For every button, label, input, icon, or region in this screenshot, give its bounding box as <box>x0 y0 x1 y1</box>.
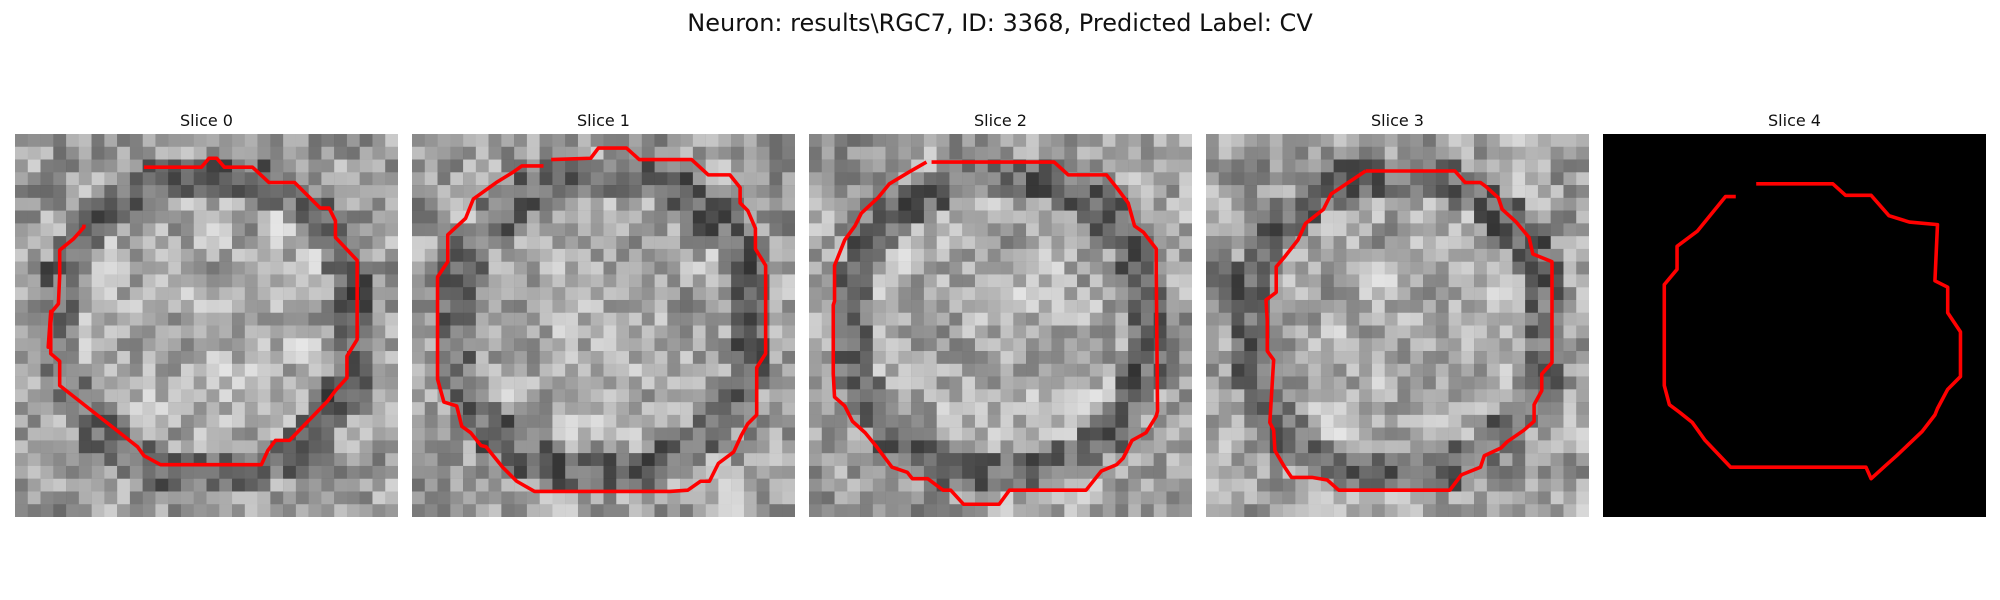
slice-panel-1: Slice 1 <box>412 108 795 517</box>
slice-image <box>1206 134 1589 517</box>
slice-title: Slice 2 <box>974 111 1027 130</box>
figure-title: Neuron: results\RGC7, ID: 3368, Predicte… <box>687 9 1313 37</box>
slice-panel-3: Slice 3 <box>1206 108 1589 517</box>
slice-panel-4: Slice 4 <box>1603 108 1986 517</box>
slice-title: Slice 3 <box>1371 111 1424 130</box>
slice-title: Slice 0 <box>180 111 233 130</box>
slice-panel-2: Slice 2 <box>809 108 1192 517</box>
slice-title: Slice 4 <box>1768 111 1821 130</box>
slice-image <box>1603 134 1986 517</box>
slice-image <box>809 134 1192 517</box>
slice-panel-0: Slice 0 <box>15 108 398 517</box>
slice-image <box>412 134 795 517</box>
slice-image <box>15 134 398 517</box>
slice-title: Slice 1 <box>577 111 630 130</box>
